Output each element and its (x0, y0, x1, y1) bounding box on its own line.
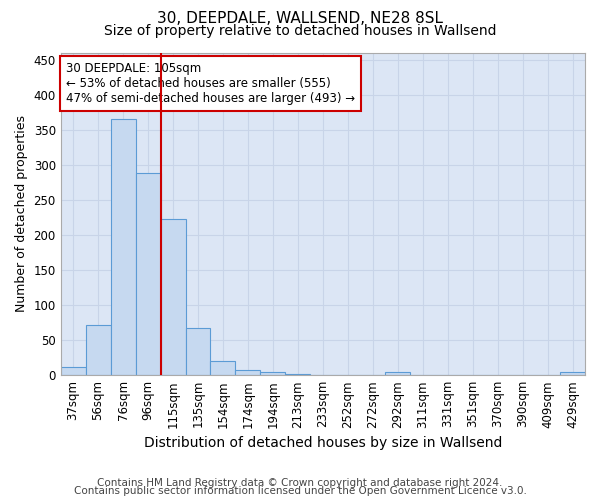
Text: Contains public sector information licensed under the Open Government Licence v3: Contains public sector information licen… (74, 486, 526, 496)
Text: Size of property relative to detached houses in Wallsend: Size of property relative to detached ho… (104, 24, 496, 38)
Bar (286, 374, 310, 375)
X-axis label: Distribution of detached houses by size in Wallsend: Distribution of detached houses by size … (143, 436, 502, 450)
Bar (185, 328, 211, 375)
Bar (211, 361, 235, 375)
Bar (136, 173, 161, 375)
Bar (61, 367, 86, 375)
Bar (161, 219, 185, 375)
Text: 30, DEEPDALE, WALLSEND, NE28 8SL: 30, DEEPDALE, WALLSEND, NE28 8SL (157, 11, 443, 26)
Bar (260, 372, 286, 375)
Bar (560, 372, 585, 375)
Bar (235, 370, 260, 375)
Y-axis label: Number of detached properties: Number of detached properties (15, 116, 28, 312)
Bar (385, 372, 410, 375)
Text: 30 DEEPDALE: 105sqm
← 53% of detached houses are smaller (555)
47% of semi-detac: 30 DEEPDALE: 105sqm ← 53% of detached ho… (66, 62, 355, 105)
Bar (86, 324, 110, 375)
Bar (110, 119, 136, 375)
Text: Contains HM Land Registry data © Crown copyright and database right 2024.: Contains HM Land Registry data © Crown c… (97, 478, 503, 488)
